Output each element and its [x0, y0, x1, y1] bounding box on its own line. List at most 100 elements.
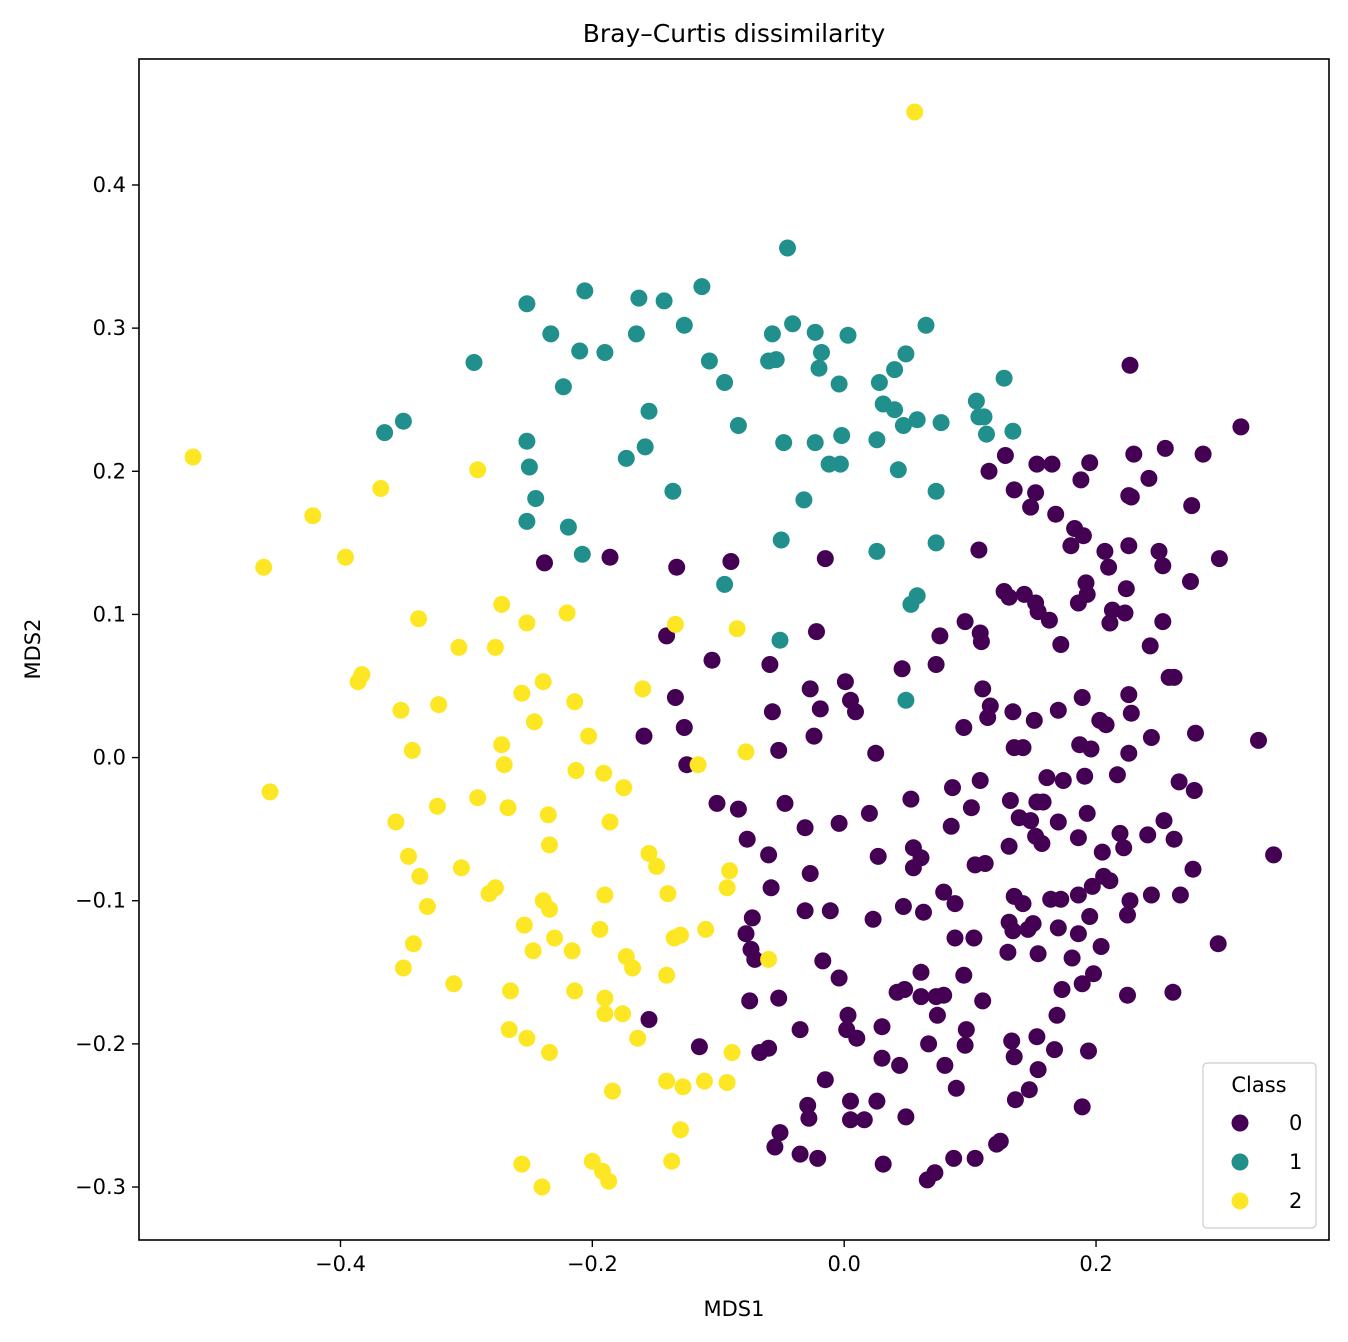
point-class-0 [836, 673, 854, 691]
point-class-0 [944, 779, 961, 797]
point-class-1 [763, 325, 781, 343]
point-class-0 [743, 909, 761, 927]
point-class-0 [1081, 454, 1099, 472]
point-class-0 [830, 814, 848, 832]
point-class-0 [874, 1155, 892, 1173]
point-class-0 [962, 799, 980, 817]
point-class-0 [1155, 812, 1173, 830]
point-class-0 [935, 883, 953, 901]
point-class-0 [838, 1021, 856, 1039]
point-class-2 [624, 959, 642, 977]
point-class-0 [791, 1145, 809, 1163]
point-class-0 [1170, 773, 1188, 791]
point-class-0 [971, 772, 989, 789]
point-class-1 [716, 374, 734, 391]
point-class-0 [1187, 724, 1204, 742]
point-class-0 [1209, 935, 1227, 953]
point-class-0 [1182, 573, 1199, 590]
point-class-0 [1049, 701, 1067, 719]
point-class-0 [1183, 497, 1201, 515]
point-class-0 [1000, 837, 1018, 855]
point-class-0 [873, 1049, 891, 1067]
point-class-0 [1120, 537, 1138, 555]
point-class-0 [766, 1138, 784, 1156]
point-class-1 [775, 434, 793, 452]
point-class-0 [1047, 505, 1065, 523]
point-class-0 [1101, 872, 1119, 890]
point-class-0 [1165, 830, 1183, 848]
point-class-0 [1100, 558, 1118, 576]
point-class-2 [600, 1172, 618, 1190]
point-class-2 [695, 1072, 713, 1090]
point-class-2 [372, 480, 390, 497]
point-class-0 [776, 794, 794, 812]
point-class-0 [762, 879, 780, 897]
point-class-0 [830, 969, 848, 987]
point-class-0 [1076, 767, 1094, 785]
point-class-0 [927, 988, 945, 1006]
point-class-1 [806, 434, 824, 452]
point-class-2 [718, 879, 736, 897]
point-class-1 [518, 295, 536, 313]
point-class-0 [974, 680, 992, 698]
point-class-1 [831, 455, 849, 473]
legend-label-1: 1 [1289, 1150, 1302, 1174]
point-class-1 [833, 427, 851, 444]
point-class-0 [946, 895, 964, 913]
point-class-0 [1194, 445, 1212, 463]
point-class-0 [1004, 703, 1022, 721]
point-class-1 [932, 414, 950, 432]
point-class-1 [627, 325, 645, 343]
point-class-0 [894, 898, 912, 915]
point-class-0 [1093, 843, 1111, 861]
point-class-2 [591, 920, 609, 938]
point-class-1 [617, 449, 635, 467]
legend: Class 0 1 2 [1202, 1062, 1317, 1229]
point-class-0 [814, 952, 832, 970]
point-class-0 [741, 992, 759, 1010]
point-class-2 [513, 684, 531, 702]
axes-frame [138, 58, 1330, 1241]
point-class-0 [1078, 804, 1096, 822]
point-class-0 [1096, 542, 1114, 560]
point-class-1 [655, 292, 673, 310]
point-class-0 [722, 553, 740, 570]
point-class-0 [1082, 740, 1100, 758]
point-class-0 [888, 983, 906, 1001]
point-class-1 [917, 316, 935, 334]
legend-items: 0 1 2 [1231, 1111, 1302, 1213]
point-class-0 [1150, 542, 1168, 560]
point-class-1 [830, 375, 848, 393]
point-class-1 [1004, 422, 1022, 440]
point-class-2 [518, 614, 536, 632]
point-class-0 [770, 741, 788, 759]
point-class-2 [428, 797, 446, 815]
point-class-0 [1052, 636, 1070, 653]
point-class-0 [805, 727, 823, 745]
point-class-0 [974, 992, 992, 1010]
chart-title: Bray–Curtis dissimilarity [583, 19, 886, 48]
point-class-0 [842, 1111, 859, 1129]
point-class-2 [450, 638, 468, 656]
point-class-0 [1083, 877, 1101, 895]
point-class-1 [927, 534, 945, 552]
point-class-0 [703, 651, 721, 669]
point-class-2 [502, 982, 519, 1000]
point-class-0 [1121, 892, 1139, 910]
point-class-2 [445, 975, 463, 993]
point-class-2 [500, 1021, 518, 1039]
point-class-0 [1073, 1098, 1091, 1116]
point-class-0 [1063, 949, 1081, 967]
point-class-0 [991, 1132, 1009, 1150]
point-class-1 [640, 402, 658, 420]
point-class-0 [1010, 809, 1028, 827]
point-class-1 [784, 315, 802, 333]
point-class-0 [1048, 1006, 1066, 1024]
y-axis-label: MDS2 [21, 619, 45, 680]
point-class-0 [947, 1079, 965, 1097]
point-class-1 [779, 239, 796, 257]
point-class-0 [1101, 614, 1119, 632]
point-class-0 [1049, 813, 1067, 831]
point-class-1 [772, 531, 790, 549]
point-class-0 [640, 1011, 658, 1028]
